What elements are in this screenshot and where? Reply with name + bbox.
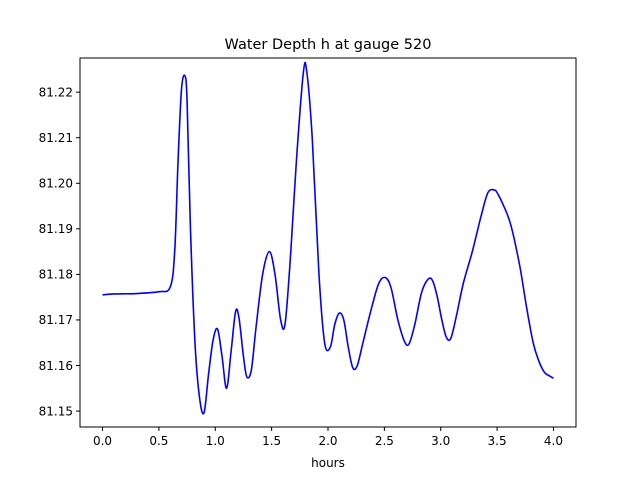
y-tick-label: 81.21: [39, 131, 73, 145]
data-line: [102, 61, 554, 415]
x-tick-label: 1.0: [206, 434, 225, 448]
y-tick-label: 81.16: [39, 359, 73, 373]
x-tick-label: 3.0: [431, 434, 450, 448]
x-axis-label: hours: [311, 456, 345, 470]
x-tick-label: 0.0: [93, 434, 112, 448]
axes-frame: [79, 57, 577, 428]
x-tick-label: 4.0: [544, 434, 563, 448]
x-tick-label: 0.5: [149, 434, 168, 448]
y-tick-label: 81.20: [39, 177, 73, 191]
series-layer: [102, 61, 554, 415]
x-tick-label: 3.5: [488, 434, 507, 448]
y-tick-label: 81.15: [39, 404, 73, 418]
chart-title: Water Depth h at gauge 520: [225, 37, 432, 53]
x-tick-label: 2.0: [318, 434, 337, 448]
y-tick-label: 81.19: [39, 222, 73, 236]
x-tick-label: 1.5: [262, 434, 281, 448]
y-tick-label: 81.22: [39, 85, 73, 99]
x-tick-label: 2.5: [375, 434, 394, 448]
x-axis: 0.0 0.5 1.0 1.5 2.0 2.5 3.0 3.5 4.0: [93, 427, 563, 448]
y-tick-label: 81.17: [39, 313, 73, 327]
y-axis: 81.15 81.16 81.17 81.18 81.19 81.20 81.21 81.22: [39, 85, 80, 418]
y-tick-label: 81.18: [39, 268, 73, 282]
